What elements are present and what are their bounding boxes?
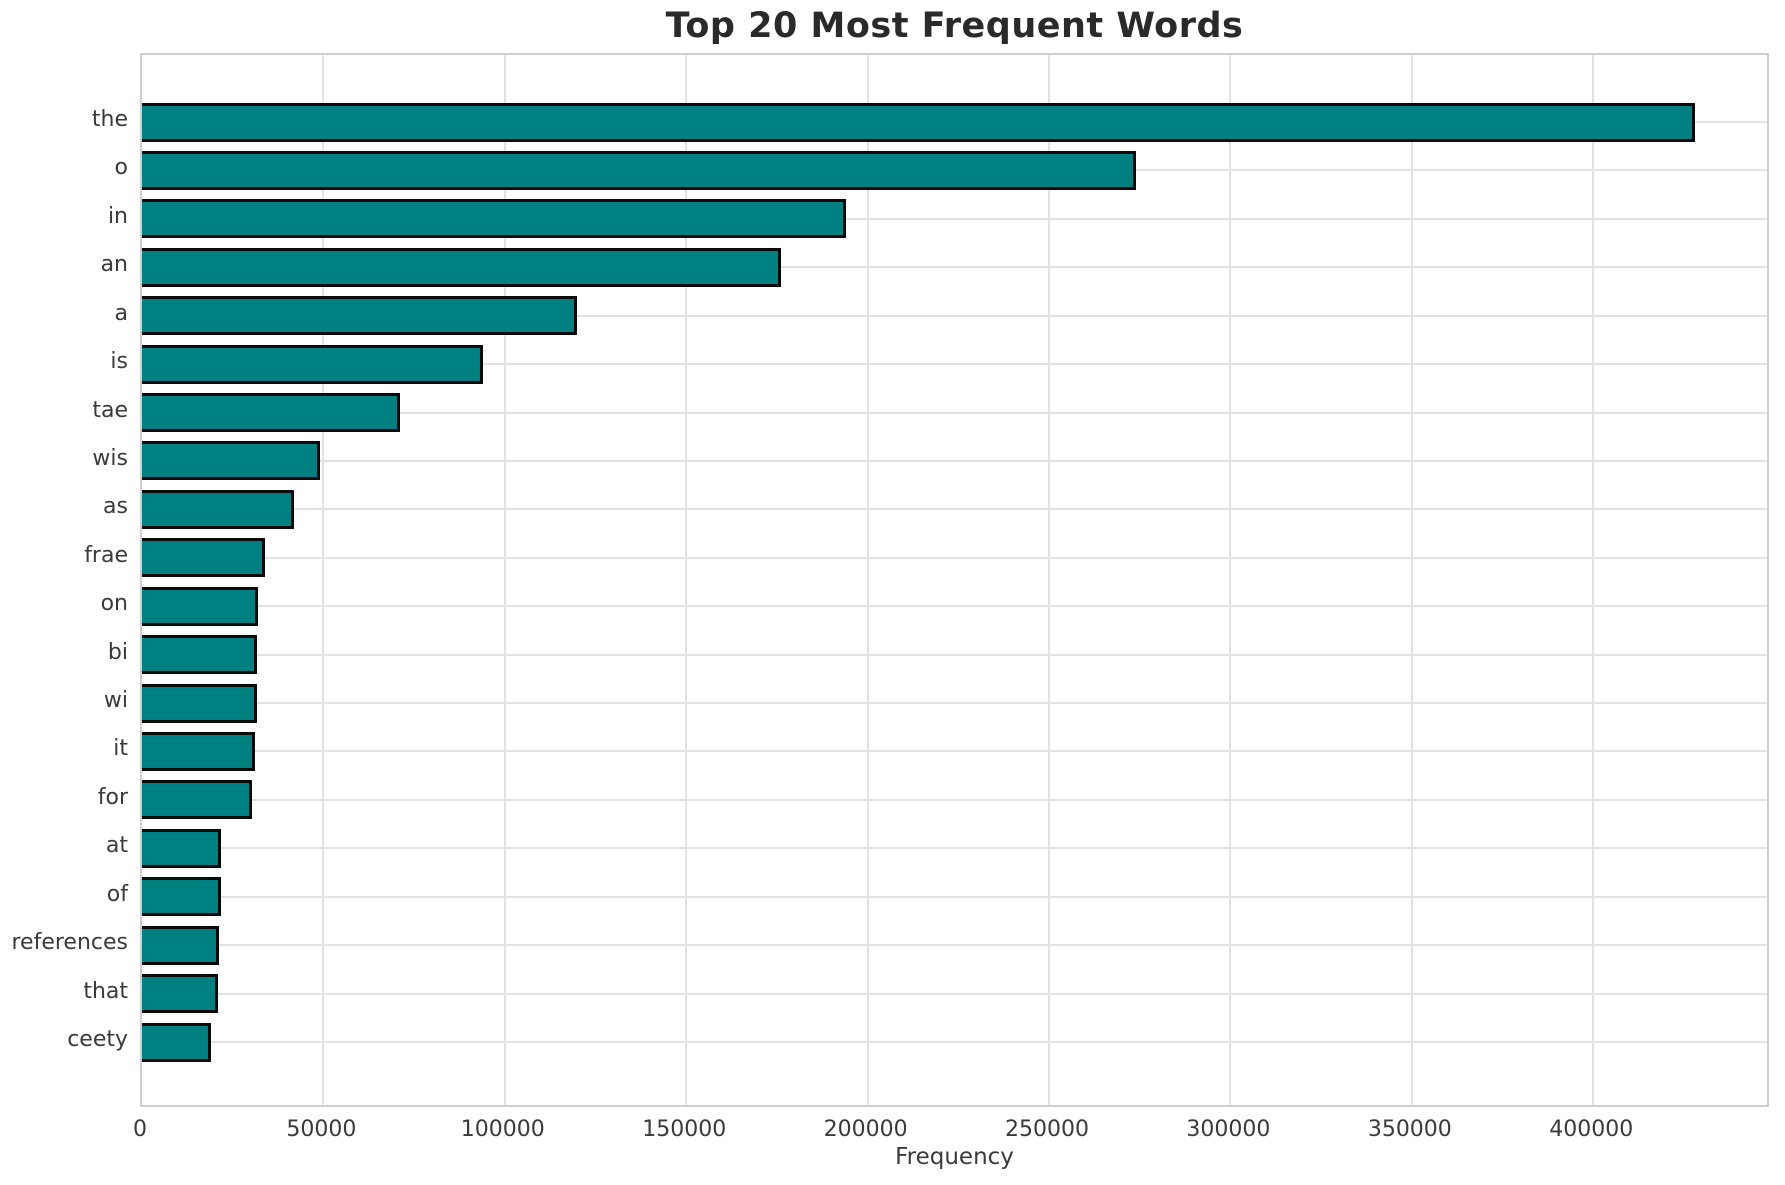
bar bbox=[142, 538, 266, 578]
y-tick-label: in bbox=[107, 203, 128, 229]
gridline-h bbox=[142, 217, 1767, 220]
y-tick-label: o bbox=[114, 155, 128, 181]
gridline-v bbox=[1592, 55, 1595, 1105]
y-tick-label: tae bbox=[92, 397, 128, 423]
chart-title: Top 20 Most Frequent Words bbox=[665, 6, 1244, 46]
gridline-v bbox=[322, 55, 325, 1105]
bar bbox=[142, 635, 258, 675]
bar bbox=[142, 780, 253, 820]
gridline-h bbox=[142, 556, 1767, 559]
bar bbox=[142, 1022, 211, 1062]
bar bbox=[142, 925, 220, 965]
y-tick-label: wi bbox=[103, 688, 128, 714]
bar bbox=[142, 974, 219, 1014]
y-tick-label: at bbox=[105, 833, 128, 859]
y-tick-label: references bbox=[11, 930, 128, 956]
bar bbox=[142, 877, 222, 917]
x-tick-label: 250000 bbox=[1005, 1117, 1090, 1142]
gridline-h bbox=[142, 605, 1767, 608]
gridline-h bbox=[142, 411, 1767, 414]
gridline-h bbox=[142, 702, 1767, 705]
gridline-h bbox=[142, 653, 1767, 656]
gridline-h bbox=[142, 508, 1767, 511]
y-tick-label: bi bbox=[107, 639, 128, 665]
x-tick-label: 150000 bbox=[642, 1117, 727, 1142]
bar bbox=[142, 199, 846, 239]
gridline-h bbox=[142, 363, 1767, 366]
bar bbox=[142, 683, 257, 723]
bar bbox=[142, 731, 256, 771]
x-tick-label: 50000 bbox=[286, 1117, 357, 1142]
bar bbox=[142, 586, 259, 626]
bar bbox=[142, 296, 578, 336]
bar bbox=[142, 489, 295, 529]
gridline-v bbox=[866, 55, 869, 1105]
bar bbox=[142, 150, 1137, 190]
bar bbox=[142, 393, 400, 433]
gridline-v bbox=[685, 55, 688, 1105]
gridline-h bbox=[142, 459, 1767, 462]
y-tick-label: an bbox=[100, 252, 128, 278]
gridline-h bbox=[142, 944, 1767, 947]
y-tick-label: ceety bbox=[67, 1027, 128, 1052]
y-tick-label: wis bbox=[92, 445, 128, 471]
gridline-h bbox=[142, 847, 1767, 850]
y-tick-label: frae bbox=[84, 542, 128, 568]
y-tick-label: the bbox=[91, 107, 128, 132]
y-tick-label: for bbox=[97, 784, 128, 810]
x-tick-label: 400000 bbox=[1549, 1117, 1634, 1142]
plot-area bbox=[140, 53, 1769, 1107]
x-axis-label: Frequency bbox=[895, 1144, 1014, 1170]
bar bbox=[142, 247, 781, 287]
y-tick-label: that bbox=[83, 978, 128, 1004]
y-tick-label: is bbox=[110, 349, 128, 375]
gridline-h bbox=[142, 798, 1767, 801]
y-tick-label: on bbox=[100, 591, 128, 617]
gridline-h bbox=[142, 895, 1767, 898]
gridline-v bbox=[1048, 55, 1050, 1105]
gridline-v bbox=[503, 55, 506, 1105]
gridline-h bbox=[142, 750, 1767, 753]
bar bbox=[142, 441, 320, 481]
bar bbox=[142, 828, 222, 868]
gridline-v bbox=[1229, 55, 1232, 1105]
gridline-h bbox=[142, 266, 1767, 269]
y-tick-label: it bbox=[113, 736, 128, 762]
bar bbox=[142, 102, 1695, 142]
gridline-h bbox=[142, 314, 1767, 317]
gridline-v bbox=[1410, 55, 1413, 1105]
x-tick-label: 350000 bbox=[1367, 1117, 1452, 1142]
gridline-h bbox=[142, 1041, 1767, 1043]
x-tick-label: 0 bbox=[133, 1117, 147, 1142]
y-tick-label: a bbox=[114, 300, 128, 326]
bar bbox=[142, 344, 484, 384]
y-tick-label: of bbox=[106, 881, 128, 907]
x-tick-label: 200000 bbox=[823, 1117, 908, 1142]
x-tick-label: 100000 bbox=[460, 1117, 545, 1142]
gridline-h bbox=[142, 992, 1767, 995]
x-tick-label: 300000 bbox=[1186, 1117, 1271, 1142]
y-tick-label: as bbox=[103, 494, 128, 520]
